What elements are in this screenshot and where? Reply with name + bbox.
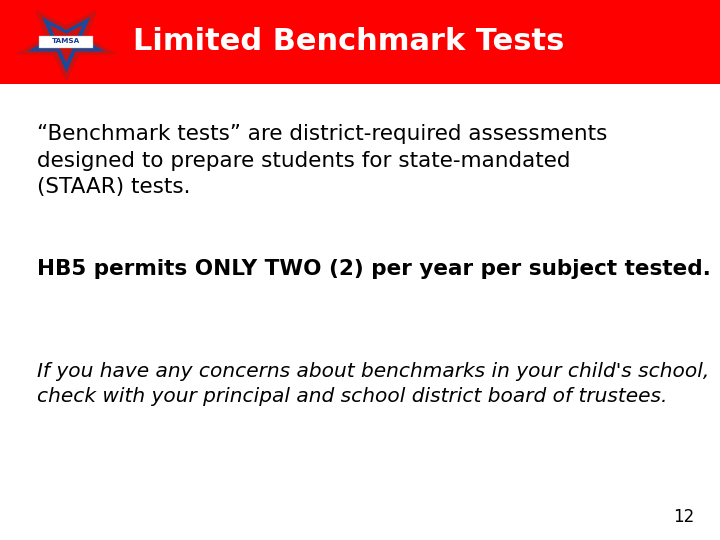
Text: If you have any concerns about benchmarks in your child's school,
check with you: If you have any concerns about benchmark…: [37, 362, 710, 406]
Text: 12: 12: [673, 509, 695, 526]
Polygon shape: [27, 17, 105, 73]
Bar: [0, 0, 720, 84]
Text: Limited Benchmark Tests: Limited Benchmark Tests: [133, 28, 564, 56]
Text: TAMSA: TAMSA: [52, 38, 81, 44]
FancyBboxPatch shape: [40, 36, 94, 48]
Polygon shape: [40, 25, 92, 62]
Text: HB5 permits ONLY TWO (2) per year per subject tested.: HB5 permits ONLY TWO (2) per year per su…: [37, 259, 711, 279]
Polygon shape: [17, 10, 115, 80]
Text: “Benchmark tests” are district-required assessments
designed to prepare students: “Benchmark tests” are district-required …: [37, 124, 608, 197]
